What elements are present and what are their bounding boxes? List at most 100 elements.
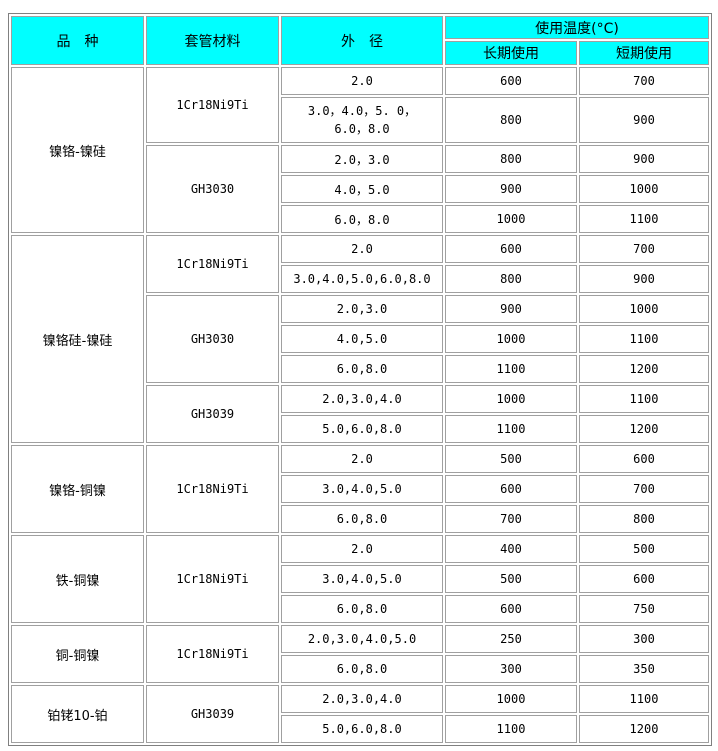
short-term-temp: 750 — [579, 595, 709, 623]
table-row: 镍铬硅-镍硅 1Cr18Ni9Ti 2.0 600 700 — [11, 235, 709, 443]
header-long-term: 长期使用 — [445, 41, 577, 65]
long-term-temp: 600 — [445, 235, 577, 263]
table-row: 镍铬-镍硅 1Cr18Ni9Ti 2.0 600 700 — [11, 67, 709, 233]
outer-diameter: 2.0，3.0 — [281, 145, 443, 173]
outer-diameter: 2.0,3.0,4.0 — [281, 685, 443, 713]
table-row: 3.0,4.0,5.0,6.0,8.0 800 900 — [11, 265, 709, 293]
table-row: 4.0,5.0 1000 1100 — [11, 325, 709, 353]
short-term-temp: 350 — [579, 655, 709, 683]
short-term-temp: 900 — [579, 97, 709, 143]
outer-diameter: 2.0 — [281, 535, 443, 563]
table-row: 6.0,8.0 300 350 — [11, 655, 709, 683]
table-row: 镍铬-铜镍 1Cr18Ni9Ti 2.0 500 600 — [11, 445, 709, 533]
outer-diameter: 2.0 — [281, 67, 443, 95]
long-term-temp: 500 — [445, 445, 577, 473]
outer-diameter: 6.0,8.0 — [281, 505, 443, 533]
long-term-temp: 800 — [445, 265, 577, 293]
outer-diameter: 5.0,6.0,8.0 — [281, 715, 443, 743]
header-short-term: 短期使用 — [579, 41, 709, 65]
outer-diameter: 3.0,4.0,5.0 — [281, 475, 443, 503]
short-term-temp: 1200 — [579, 715, 709, 743]
header-sheath: 套管材料 — [146, 16, 279, 65]
sheath-material: 1Cr18Ni9Ti — [146, 235, 279, 293]
long-term-temp: 900 — [445, 175, 577, 203]
long-term-temp: 400 — [445, 535, 577, 563]
thermocouple-type: 铜-铜镍 — [11, 625, 144, 683]
outer-diameter: 6.0,8.0 — [281, 655, 443, 683]
short-term-temp: 800 — [579, 505, 709, 533]
outer-diameter: 4.0,5.0 — [281, 325, 443, 353]
long-term-temp: 1000 — [445, 325, 577, 353]
sheath-material: 1Cr18Ni9Ti — [146, 445, 279, 533]
long-term-temp: 700 — [445, 505, 577, 533]
thermocouple-type: 镍铬-铜镍 — [11, 445, 144, 533]
outer-diameter: 2.0 — [281, 235, 443, 263]
thermocouple-type: 铁-铜镍 — [11, 535, 144, 623]
header-temperature: 使用温度(°C) — [445, 16, 709, 39]
short-term-temp: 1100 — [579, 325, 709, 353]
long-term-temp: 1000 — [445, 205, 577, 233]
outer-diameter: 6.0,8.0 — [281, 595, 443, 623]
short-term-temp: 1100 — [579, 385, 709, 413]
long-term-temp: 600 — [445, 475, 577, 503]
short-term-temp: 1200 — [579, 355, 709, 383]
outer-diameter: 3.0，4.0，5. 0， 6.0，8.0 — [281, 97, 443, 143]
outer-diameter: 3.0,4.0,5.0 — [281, 565, 443, 593]
table-row: 铂铑10-铂 GH3039 2.0,3.0,4.0 1000 1100 — [11, 685, 709, 743]
thermocouple-type: 铂铑10-铂 — [11, 685, 144, 743]
outer-diameter: 6.0,8.0 — [281, 355, 443, 383]
outer-diameter: 2.0,3.0,4.0,5.0 — [281, 625, 443, 653]
sheath-material: GH3030 — [146, 295, 279, 383]
outer-diameter: 2.0,3.0 — [281, 295, 443, 323]
outer-diameter: 5.0,6.0,8.0 — [281, 415, 443, 443]
table-row: 6.0,8.0 1100 1200 — [11, 355, 709, 383]
short-term-temp: 1000 — [579, 295, 709, 323]
short-term-temp: 1200 — [579, 415, 709, 443]
outer-diameter: 2.0,3.0,4.0 — [281, 385, 443, 413]
table-row: 5.0,6.0,8.0 1100 1200 — [11, 415, 709, 443]
sheath-material: 1Cr18Ni9Ti — [146, 535, 279, 623]
outer-diameter: 3.0,4.0,5.0,6.0,8.0 — [281, 265, 443, 293]
long-term-temp: 800 — [445, 145, 577, 173]
thermocouple-type: 镍铬-镍硅 — [11, 67, 144, 233]
short-term-temp: 300 — [579, 625, 709, 653]
header-type: 品 种 — [11, 16, 144, 65]
table-row: 6.0,8.0 700 800 — [11, 505, 709, 533]
table-row: 3.0,4.0,5.0 500 600 — [11, 565, 709, 593]
table-body: 镍铬-镍硅 1Cr18Ni9Ti 2.0 600 700 3.0，4.0，5. 0， 6.… — [11, 67, 709, 743]
long-term-temp: 1000 — [445, 385, 577, 413]
table-row: 5.0,6.0,8.0 1100 1200 — [11, 715, 709, 743]
sheath-material: 1Cr18Ni9Ti — [146, 67, 279, 143]
table-row: GH3039 2.0,3.0,4.0 1000 1100 — [11, 385, 709, 443]
long-term-temp: 1100 — [445, 715, 577, 743]
sheath-material: GH3039 — [146, 385, 279, 443]
header-diameter: 外 径 — [281, 16, 443, 65]
sheath-material: GH3030 — [146, 145, 279, 233]
short-term-temp: 900 — [579, 145, 709, 173]
short-term-temp: 900 — [579, 265, 709, 293]
short-term-temp: 700 — [579, 235, 709, 263]
short-term-temp: 700 — [579, 67, 709, 95]
long-term-temp: 1100 — [445, 355, 577, 383]
table-row: 3.0，4.0，5. 0， 6.0，8.0 800 900 — [11, 97, 709, 143]
short-term-temp: 500 — [579, 535, 709, 563]
short-term-temp: 600 — [579, 445, 709, 473]
long-term-temp: 600 — [445, 595, 577, 623]
table-row: 铜-铜镍 1Cr18Ni9Ti 2.0,3.0,4.0,5.0 250 300 — [11, 625, 709, 683]
long-term-temp: 300 — [445, 655, 577, 683]
table-row: GH3030 2.0，3.0 800 900 — [11, 145, 709, 233]
outer-diameter: 2.0 — [281, 445, 443, 473]
table-row: 6.0,8.0 600 750 — [11, 595, 709, 623]
sheath-material: 1Cr18Ni9Ti — [146, 625, 279, 683]
long-term-temp: 500 — [445, 565, 577, 593]
thermocouple-spec-table: 品 种 套管材料 外 径 使用温度(°C) 长期使用 短期使用 镍铬-镍硅 1Cr… — [8, 13, 712, 746]
table-row: 3.0,4.0,5.0 600 700 — [11, 475, 709, 503]
long-term-temp: 250 — [445, 625, 577, 653]
short-term-temp: 1000 — [579, 175, 709, 203]
long-term-temp: 600 — [445, 67, 577, 95]
short-term-temp: 1100 — [579, 205, 709, 233]
short-term-temp: 600 — [579, 565, 709, 593]
outer-diameter: 4.0，5.0 — [281, 175, 443, 203]
table-row: 4.0，5.0 900 1000 — [11, 175, 709, 203]
long-term-temp: 1100 — [445, 415, 577, 443]
